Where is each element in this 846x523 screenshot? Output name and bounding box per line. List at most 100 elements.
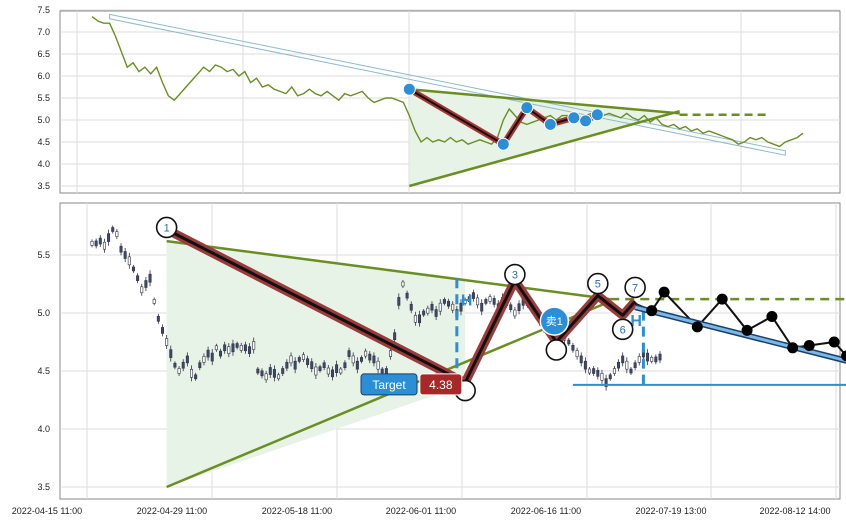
projection-point (841, 350, 846, 362)
candle-body (621, 355, 625, 364)
candle-body (194, 374, 198, 380)
overview-grid (60, 9, 840, 193)
candle-body (231, 343, 235, 353)
candle-body (156, 315, 160, 322)
candle-body (235, 343, 239, 348)
candle-body (136, 275, 140, 282)
candle-body (318, 366, 322, 371)
candle-body (484, 299, 488, 304)
candle-body (185, 355, 189, 364)
target-label: Target (372, 378, 406, 392)
candle-body (434, 309, 438, 317)
y-tick-label: 7.5 (37, 5, 50, 15)
projection-point (646, 305, 658, 317)
candle-body (588, 368, 592, 374)
pattern-marker-label: 6 (620, 324, 626, 336)
candle-body (115, 231, 119, 237)
candle-body (152, 299, 156, 304)
height-label: H (461, 292, 473, 309)
candle-body (210, 352, 214, 362)
candle-body (633, 362, 637, 369)
candle-body (165, 338, 169, 346)
candle-body (169, 349, 173, 358)
candle-body (248, 346, 252, 354)
candle-body (260, 370, 264, 377)
candle-body (239, 344, 243, 351)
candle-body (389, 350, 393, 357)
x-tick-label: 2022-07-19 13:00 (635, 506, 706, 516)
candle-body (650, 357, 654, 362)
candle-body (442, 299, 446, 304)
candle-body (413, 314, 417, 323)
signal-label: 卖1 (546, 315, 563, 328)
y-tick-label: 4.5 (37, 137, 50, 147)
candle-body (592, 368, 596, 374)
candle-body (272, 369, 276, 378)
detail-y-axis: 5.5 5.0 4.5 4.0 3.5 (37, 250, 50, 492)
pattern-point (579, 114, 593, 128)
overview-plot (91, 13, 804, 188)
candle-body (297, 357, 301, 362)
price-label-box (419, 373, 463, 396)
candle-body (293, 360, 297, 370)
pattern-marker-label: 1 (164, 222, 170, 234)
candle-body (629, 368, 633, 374)
candle-body (306, 358, 310, 366)
candle-body (94, 240, 98, 247)
candle-body (637, 356, 641, 363)
projection-point (787, 342, 799, 354)
target-label-box (360, 373, 418, 396)
candle-body (600, 372, 604, 381)
y-tick-label: 4.0 (37, 159, 50, 169)
candle-body (459, 302, 463, 312)
candle-body (426, 307, 430, 314)
pattern-marker (545, 339, 568, 361)
pattern-marker (587, 272, 609, 295)
candle-body (335, 364, 339, 373)
candle-body (488, 296, 492, 302)
candle-body (198, 362, 202, 369)
candle-body (277, 374, 281, 380)
projection-point (691, 321, 703, 333)
candle-body (617, 361, 621, 369)
candle-body (579, 355, 583, 364)
candle-body (111, 227, 115, 232)
candle-body (422, 310, 426, 316)
candle-body (148, 273, 152, 283)
candle-body (447, 300, 451, 307)
projection-point (741, 324, 753, 336)
candle-body (173, 362, 177, 368)
candle-body (285, 361, 289, 369)
pattern-marker (624, 276, 646, 299)
projection-point (766, 310, 778, 322)
candle-body (123, 251, 127, 259)
candle-body (355, 360, 359, 370)
candle-body (264, 373, 268, 381)
pattern-marker-label: 3 (512, 270, 518, 282)
overview-y-axis: 7.5 7.0 6.5 6.0 5.5 5.0 4.5 4.0 3.5 (37, 5, 50, 191)
pattern-point (520, 101, 534, 115)
triangle-upper (166, 239, 611, 301)
projection-point (658, 286, 670, 298)
candle-body (401, 281, 405, 287)
candle-body (596, 370, 600, 377)
candle-body (144, 280, 148, 288)
candle-body (223, 344, 227, 352)
y-tick-label: 5.5 (37, 93, 50, 103)
candle-body (517, 303, 521, 312)
y-tick-label: 3.5 (37, 181, 50, 191)
candle-body (430, 303, 434, 311)
price-label: 4.38 (429, 378, 453, 392)
pattern-marker (611, 318, 634, 341)
candle-body (119, 245, 123, 253)
y-tick-label: 4.0 (37, 424, 50, 434)
candle-body (252, 341, 256, 350)
candle-body (471, 292, 475, 299)
candle-body (575, 350, 579, 357)
candle-body (368, 353, 372, 361)
candle-body (492, 298, 496, 305)
candle-body (467, 296, 471, 302)
pattern-point (543, 117, 557, 131)
pattern-marker-label: 5 (595, 279, 601, 291)
